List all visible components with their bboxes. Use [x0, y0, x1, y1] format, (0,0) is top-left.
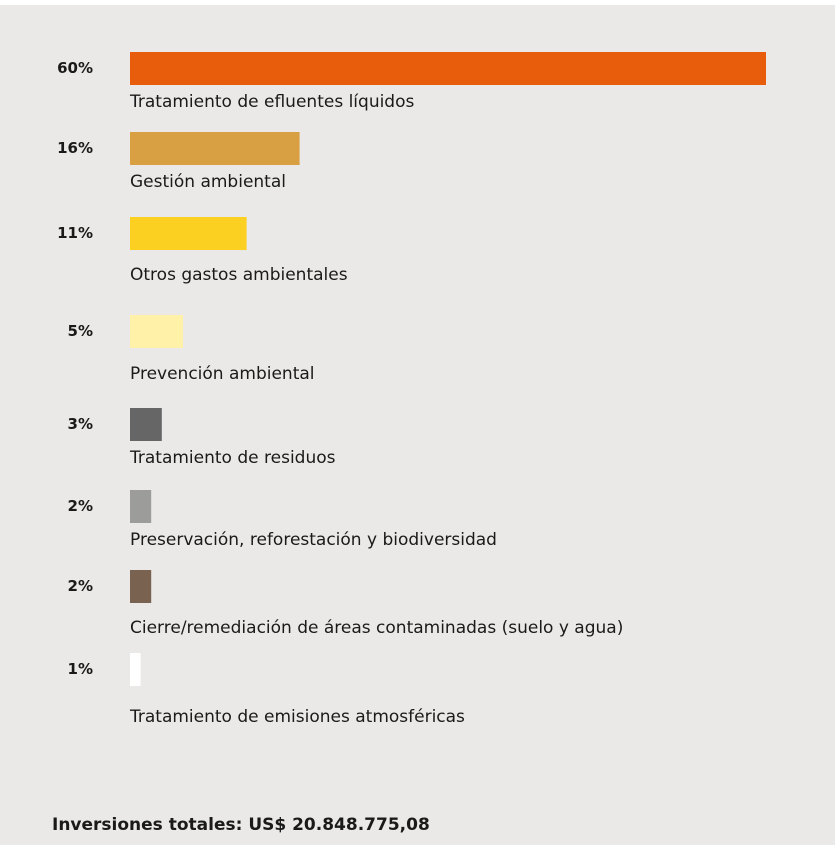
- category-label: Prevención ambiental: [130, 364, 315, 384]
- bar: [130, 408, 162, 441]
- bar: [130, 217, 247, 250]
- value-label: 3%: [68, 415, 93, 433]
- value-label: 2%: [68, 577, 93, 595]
- value-label: 16%: [57, 139, 93, 157]
- bar: [130, 315, 183, 348]
- category-label: Tratamiento de emisiones atmosféricas: [129, 707, 465, 727]
- value-label: 60%: [57, 59, 93, 77]
- value-label: 11%: [57, 224, 93, 242]
- value-label: 2%: [68, 497, 93, 515]
- bar: [130, 653, 141, 686]
- category-label: Tratamiento de residuos: [129, 448, 336, 468]
- bar: [130, 132, 300, 165]
- category-label: Preservación, reforestación y biodiversi…: [130, 530, 497, 550]
- category-label: Tratamiento de efluentes líquidos: [129, 92, 415, 112]
- category-label: Otros gastos ambientales: [130, 265, 348, 285]
- value-label: 5%: [68, 322, 93, 340]
- category-label: Gestión ambiental: [130, 172, 286, 192]
- bar: [130, 570, 152, 603]
- category-label: Cierre/remediación de áreas contaminadas…: [130, 618, 623, 638]
- bar: [130, 52, 766, 85]
- footer: Inversiones totales: US$ 20.848.775,08: [52, 815, 430, 835]
- value-label: 1%: [68, 660, 93, 678]
- bar: [130, 490, 152, 523]
